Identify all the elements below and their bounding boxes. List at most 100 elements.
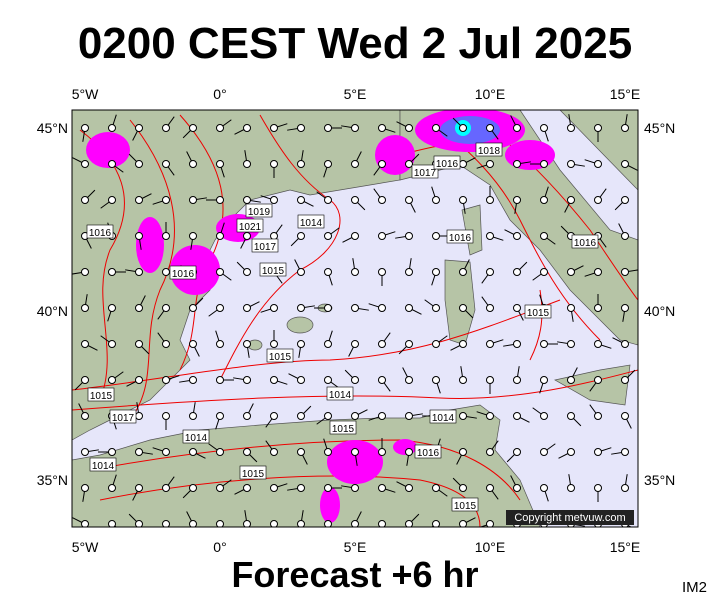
barb-station bbox=[567, 448, 575, 456]
isobar-label-box bbox=[259, 262, 287, 277]
barb-station bbox=[432, 340, 440, 348]
isobar-label: 1017 bbox=[254, 242, 277, 253]
barb-station bbox=[135, 124, 143, 132]
isobar-label: 1014 bbox=[92, 461, 115, 472]
barb-station bbox=[486, 412, 494, 420]
barb-station bbox=[270, 376, 278, 384]
barb-station bbox=[486, 376, 494, 384]
barb-station bbox=[135, 448, 143, 456]
barb-station bbox=[162, 160, 170, 168]
barb-station bbox=[270, 304, 278, 312]
isobar-label-box bbox=[89, 457, 117, 472]
barb-station bbox=[486, 160, 494, 168]
barb-station bbox=[297, 124, 305, 132]
barb-station bbox=[135, 340, 143, 348]
barb-station bbox=[567, 196, 575, 204]
barb-station bbox=[405, 412, 413, 420]
map-area: 1016 1016 1015 1015 1014 1015 1014 1015 1014 1017… bbox=[72, 110, 638, 527]
isobar-label-box bbox=[429, 409, 457, 424]
barb-station bbox=[459, 412, 467, 420]
copyright: Copyright metvuw.com bbox=[514, 512, 625, 524]
isobar-label: 1018 bbox=[478, 146, 501, 157]
barb-station bbox=[594, 376, 602, 384]
barb-station bbox=[243, 196, 251, 204]
barb-station bbox=[297, 160, 305, 168]
barb-station bbox=[567, 160, 575, 168]
isobar-label: 1015 bbox=[262, 266, 285, 277]
barb-station bbox=[324, 304, 332, 312]
barb-station bbox=[189, 232, 197, 240]
barb-station bbox=[594, 124, 602, 132]
barb-station bbox=[486, 448, 494, 456]
barb-station bbox=[297, 340, 305, 348]
isobar-label-box bbox=[571, 234, 599, 249]
barb-station bbox=[486, 124, 494, 132]
barb-station bbox=[243, 448, 251, 456]
isobar-label: 1016 bbox=[172, 269, 195, 280]
isobar-label: 1015 bbox=[90, 391, 113, 402]
barb-station bbox=[108, 484, 116, 492]
barb-station bbox=[297, 268, 305, 276]
barb-station bbox=[189, 160, 197, 168]
isobar-label: 1014 bbox=[329, 390, 352, 401]
barb-station bbox=[108, 448, 116, 456]
barb-station bbox=[351, 376, 359, 384]
barb-station bbox=[216, 412, 224, 420]
barb-station bbox=[189, 412, 197, 420]
isobar-label: 1014 bbox=[300, 218, 323, 229]
barb-station bbox=[405, 484, 413, 492]
barb-station bbox=[189, 484, 197, 492]
barb-station bbox=[567, 304, 575, 312]
barb-station bbox=[162, 448, 170, 456]
barb-station bbox=[324, 160, 332, 168]
barb-station bbox=[432, 124, 440, 132]
barb-station bbox=[216, 340, 224, 348]
barb-station bbox=[513, 160, 521, 168]
barb-station bbox=[486, 268, 494, 276]
barb-station bbox=[540, 160, 548, 168]
barb-station bbox=[135, 196, 143, 204]
isobar-label: 1015 bbox=[242, 469, 265, 480]
barb-station bbox=[324, 232, 332, 240]
isobar-label: 1015 bbox=[332, 424, 355, 435]
barb-station bbox=[324, 268, 332, 276]
barb-station bbox=[297, 196, 305, 204]
barb-station bbox=[351, 196, 359, 204]
barb-station bbox=[324, 340, 332, 348]
barb-station bbox=[81, 268, 89, 276]
barb-station bbox=[297, 520, 305, 527]
barb-station bbox=[459, 376, 467, 384]
top-axis-label: 5°E bbox=[344, 86, 367, 102]
barb-station bbox=[513, 340, 521, 348]
isobar-label-box bbox=[524, 304, 552, 319]
bottom-axis-label: 0° bbox=[213, 539, 226, 555]
barb-station bbox=[216, 520, 224, 527]
barb-station bbox=[513, 376, 521, 384]
bottom-axis-label: 5°E bbox=[344, 539, 367, 555]
barb-station bbox=[594, 340, 602, 348]
barb-station bbox=[243, 376, 251, 384]
barb-station bbox=[108, 268, 116, 276]
barb-station bbox=[108, 376, 116, 384]
barb-station bbox=[540, 196, 548, 204]
isobar-label-box bbox=[239, 465, 267, 480]
isobar-label-box bbox=[87, 387, 115, 402]
barb-station bbox=[81, 124, 89, 132]
barb-station bbox=[81, 196, 89, 204]
barb-station bbox=[621, 232, 629, 240]
isobar-label: 1016 bbox=[436, 159, 459, 170]
barb-station bbox=[324, 124, 332, 132]
barb-station bbox=[162, 304, 170, 312]
barb-station bbox=[135, 376, 143, 384]
barb-station bbox=[378, 196, 386, 204]
barb-station bbox=[486, 304, 494, 312]
barb-station bbox=[621, 340, 629, 348]
isobar-label: 1016 bbox=[417, 448, 440, 459]
barb-station bbox=[621, 484, 629, 492]
isobar-label-box bbox=[169, 265, 197, 280]
barb-station bbox=[621, 304, 629, 312]
barb-station bbox=[216, 376, 224, 384]
right-axis-label: 45°N bbox=[644, 120, 675, 136]
barb-station bbox=[405, 448, 413, 456]
barb-station bbox=[270, 448, 278, 456]
